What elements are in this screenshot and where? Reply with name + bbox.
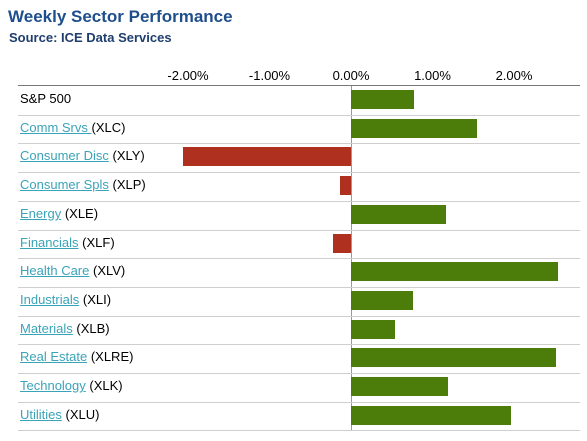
sector-link[interactable]: Consumer Spls [20,177,109,193]
ticker-symbol: (XLE) [64,205,99,221]
row-separator [18,143,580,145]
bar [351,377,448,396]
row-separator [18,114,580,116]
bar [351,262,558,282]
bar [351,118,477,138]
sector-link[interactable]: Real Estate [20,349,88,365]
bar [351,290,413,310]
row-label: Technology (XLK) [20,376,123,396]
row-label: Energy (XLE) [20,204,98,224]
chart-title: Weekly Sector Performance [8,7,233,26]
row-separator [18,258,580,260]
row-label: Consumer Disc (XLY) [20,146,145,166]
bar [351,405,511,425]
sector-link[interactable]: Energy [20,205,62,221]
ticker-symbol: (XLY) [112,148,145,164]
x-tick-label: 1.00% [414,68,451,83]
row-separator [18,286,580,288]
row-label: Industrials (XLI) [20,290,111,310]
bar [183,147,351,167]
row-separator [18,401,580,403]
row-label: Comm Srvs (XLC) [20,118,125,138]
sector-link[interactable]: Health Care [20,263,90,279]
bar [339,176,351,196]
row-separator [18,344,580,346]
row-label: Consumer Spls (XLP) [20,175,146,195]
bar [351,319,395,339]
ticker-symbol: (XLF) [82,234,115,250]
sector-link[interactable]: Technology [20,378,86,393]
ticker-symbol: (XLK) [89,378,123,393]
row-label: Real Estate (XLRE) [20,347,133,367]
x-tick-label: 2.00% [495,68,533,83]
sector-link[interactable]: Utilities [20,406,62,422]
row-label: Utilities (XLU) [20,405,99,425]
row-separator [18,172,580,174]
row-label: Financials (XLF) [20,233,115,253]
sector-link[interactable]: Financials [20,234,79,250]
row-label: S&P 500 [20,89,71,109]
ticker-symbol: (XLC) [91,119,126,135]
bar [351,204,446,224]
ticker-symbol: (XLV) [93,263,126,279]
x-tick-label: -1.00% [248,68,291,83]
sector-link[interactable]: Consumer Disc [20,148,109,164]
bar [333,233,351,253]
row-separator [18,373,580,374]
x-tick-label: -2.00% [167,68,209,83]
ticker-symbol: (XLB) [76,320,110,336]
row-separator [18,430,580,432]
ticker-symbol: (XLI) [82,291,112,307]
axis-rule [18,85,580,86]
sector-link[interactable]: Materials [20,320,73,336]
sector-link[interactable]: Industrials [20,291,80,307]
ticker-symbol: (XLP) [112,177,146,193]
ticker-symbol: (XLRE) [90,349,134,365]
row-separator [18,315,580,317]
chart-subtitle: Source: ICE Data Services [9,30,172,45]
row-separator [18,200,580,202]
x-tick-label: 0.00% [332,68,370,83]
bar [351,348,557,368]
index-name: S&P 500 [20,91,72,106]
ticker-symbol: (XLU) [65,406,100,422]
sector-link[interactable]: Comm Srvs [20,119,92,135]
bar [351,90,414,109]
row-label: Materials (XLB) [20,319,110,339]
row-label: Health Care (XLV) [20,261,125,281]
row-separator [18,229,580,231]
